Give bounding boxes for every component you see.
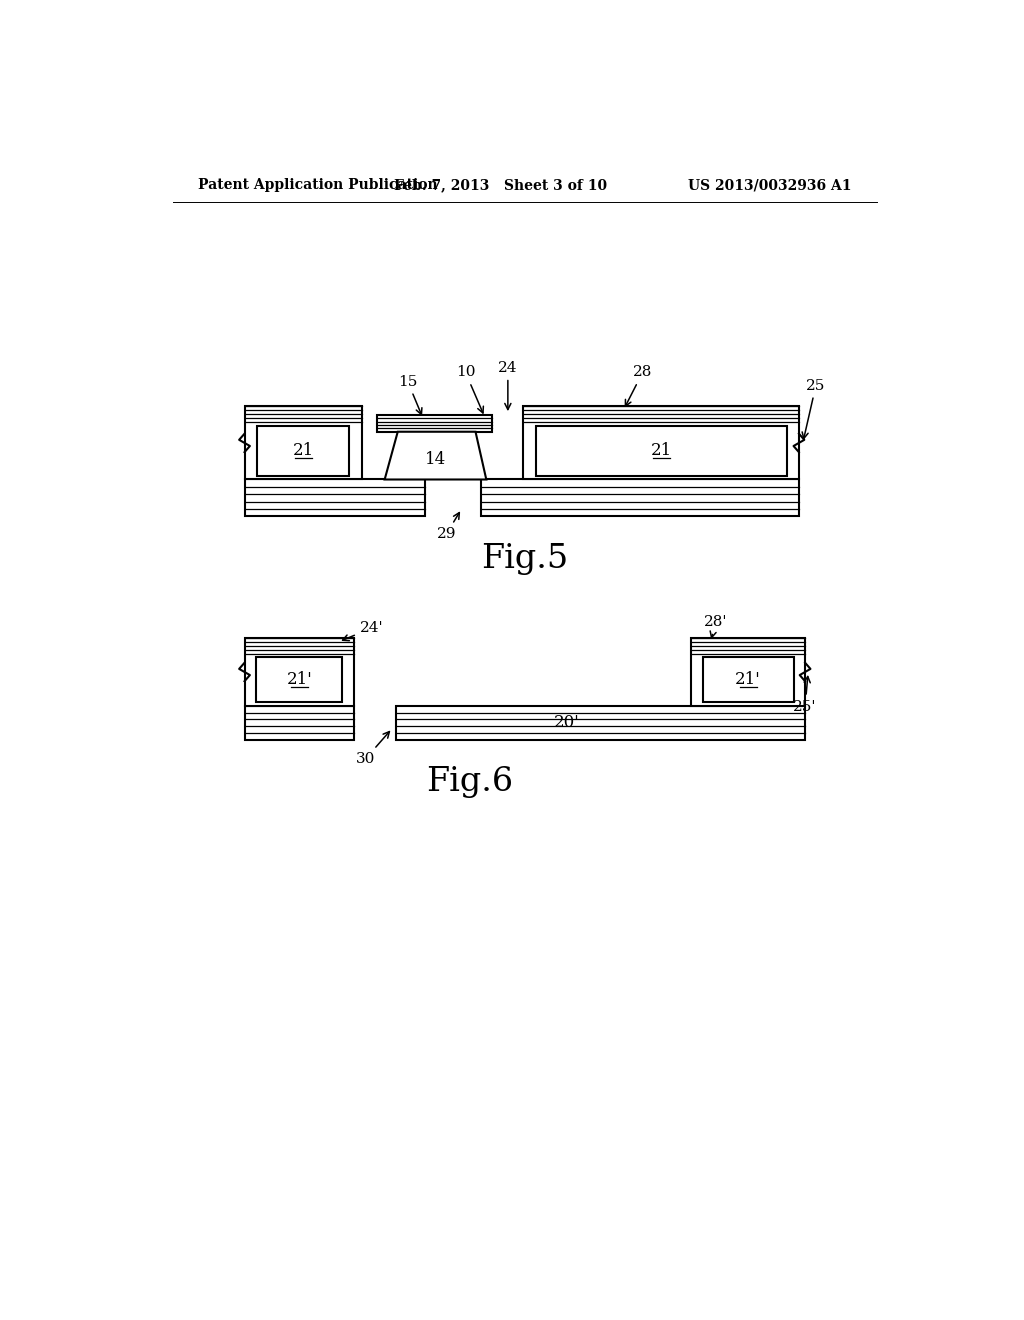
Text: 21': 21' xyxy=(735,671,761,688)
Text: Fig.6: Fig.6 xyxy=(426,766,513,799)
Text: 29: 29 xyxy=(436,512,460,541)
Text: Fig.5: Fig.5 xyxy=(481,543,568,574)
Text: 21: 21 xyxy=(293,442,313,459)
Bar xyxy=(245,706,354,739)
Text: Patent Application Publication: Patent Application Publication xyxy=(199,178,438,193)
Text: 24: 24 xyxy=(498,360,517,409)
Bar xyxy=(377,414,493,432)
Text: 21': 21' xyxy=(287,671,312,688)
Text: 14: 14 xyxy=(425,451,446,469)
Bar xyxy=(245,407,361,479)
Bar xyxy=(691,638,805,706)
Bar xyxy=(245,479,425,516)
Text: 30: 30 xyxy=(355,731,389,766)
Bar xyxy=(256,657,342,702)
Bar xyxy=(245,638,354,706)
Bar xyxy=(396,706,805,739)
Text: 25': 25' xyxy=(794,676,817,714)
Bar xyxy=(523,407,799,479)
Text: US 2013/0032936 A1: US 2013/0032936 A1 xyxy=(688,178,851,193)
Bar xyxy=(481,479,799,516)
Text: 15: 15 xyxy=(398,375,422,414)
Text: 21: 21 xyxy=(650,442,672,459)
Text: 28': 28' xyxy=(705,615,727,638)
Text: 20': 20' xyxy=(554,714,580,731)
Text: Feb. 7, 2013   Sheet 3 of 10: Feb. 7, 2013 Sheet 3 of 10 xyxy=(393,178,607,193)
Polygon shape xyxy=(385,432,486,479)
Text: 28: 28 xyxy=(626,366,652,407)
Bar xyxy=(702,657,794,702)
Text: 24': 24' xyxy=(343,622,383,640)
Text: 25: 25 xyxy=(802,379,825,438)
Text: 10: 10 xyxy=(456,366,483,413)
Bar xyxy=(257,425,349,475)
Bar xyxy=(536,425,786,475)
